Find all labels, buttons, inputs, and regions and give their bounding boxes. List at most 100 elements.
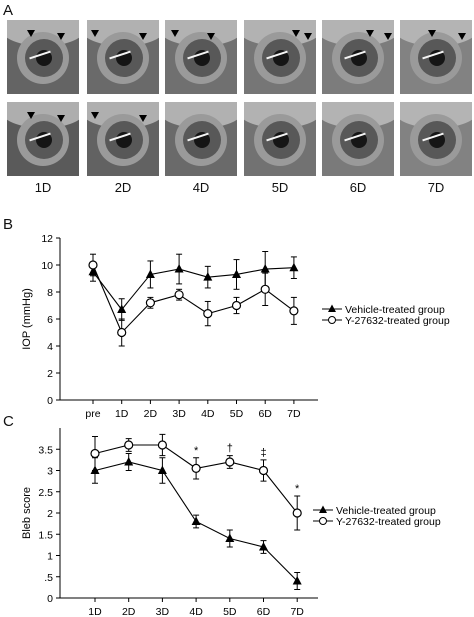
eye-photo-icon xyxy=(244,102,316,176)
arrowhead-icon xyxy=(384,33,392,40)
eye-photo-icon xyxy=(400,20,472,94)
y-tick-label: 12 xyxy=(41,233,53,245)
y-tick-label: 0 xyxy=(47,593,53,605)
legend-marker-circle xyxy=(328,316,336,324)
panel-label-b: B xyxy=(3,216,14,233)
legend-marker-triangle xyxy=(319,505,327,513)
data-point-circle xyxy=(117,327,127,338)
eye-photo-icon xyxy=(322,20,394,94)
significance-mark: ‡ xyxy=(260,447,266,459)
arrowhead-icon xyxy=(139,115,147,122)
eye-photo-icon xyxy=(87,20,159,94)
series-line-2 xyxy=(92,264,295,334)
photo-day-label: 5D xyxy=(271,180,289,195)
data-point-circle xyxy=(90,448,100,459)
y-tick-label: 1 xyxy=(47,551,53,563)
photo-day-label: 4D xyxy=(192,180,210,195)
x-tick-label: 7D xyxy=(290,606,304,617)
data-point-triangle xyxy=(289,262,299,272)
eye-photo-icon xyxy=(7,20,79,94)
x-tick-label: 5D xyxy=(223,606,237,617)
x-tick-label: 4D xyxy=(189,606,203,617)
legend-entry: Vehicle-treated group xyxy=(345,304,445,316)
x-tick-label: 3D xyxy=(156,606,170,617)
eye-photo-icon xyxy=(322,102,394,176)
x-tick-label: 3D xyxy=(172,408,186,420)
arrowhead-icon xyxy=(292,30,300,37)
panel-label-c: C xyxy=(3,413,14,430)
panel-label-a: A xyxy=(3,2,14,19)
significance-mark: † xyxy=(227,443,233,455)
x-tick-label: 7D xyxy=(287,408,301,420)
x-tick-label: 1D xyxy=(88,606,102,617)
photo-day-label: 2D xyxy=(114,180,132,195)
x-tick-label: 5D xyxy=(230,408,244,420)
data-point-circle xyxy=(191,463,201,473)
arrowhead-icon xyxy=(27,30,35,37)
y-tick-label: 2.5 xyxy=(38,487,53,499)
arrowhead-icon xyxy=(91,30,99,37)
eye-photo-icon xyxy=(165,20,237,94)
y-axis-label: Bleb score xyxy=(21,487,33,539)
iop-chart: 0 2 4 6 8 10 12 pre 1D 2D 3D 4D 5D 6D 7D IOP (mmHg) Vehi… xyxy=(21,233,450,420)
x-tick-label: pre xyxy=(85,408,100,420)
y-tick-label: 4 xyxy=(47,341,53,353)
y-tick-label: 3.5 xyxy=(38,444,53,456)
x-tick-label: 6D xyxy=(258,408,272,420)
eye-photo-icon xyxy=(244,20,316,94)
data-point-circle xyxy=(292,508,302,518)
arrowhead-icon xyxy=(171,30,179,37)
data-point-triangle xyxy=(203,272,213,281)
photo-day-label: 7D xyxy=(427,180,445,195)
data-point-circle xyxy=(88,260,98,270)
arrowhead-icon xyxy=(366,30,374,37)
significance-mark: * xyxy=(194,445,199,457)
data-point-triangle xyxy=(292,576,302,585)
series-line-1 xyxy=(92,267,294,311)
y-tick-label: 10 xyxy=(41,260,53,272)
data-point-circle xyxy=(157,440,167,450)
x-tick-label: 6D xyxy=(257,606,271,617)
y-tick-label: 1.5 xyxy=(38,529,53,541)
legend-marker-circle xyxy=(319,517,327,525)
eye-photo-icon xyxy=(400,102,472,176)
data-point-triangle xyxy=(225,533,235,542)
data-point-circle xyxy=(203,308,213,319)
eye-photo-icon xyxy=(87,102,159,176)
y-tick-label: 3 xyxy=(47,466,53,478)
legend-entry: Y-27632-treated group xyxy=(336,516,441,528)
arrowhead-icon xyxy=(139,33,147,40)
arrowhead-icon xyxy=(57,33,65,40)
x-tick-label: 2D xyxy=(144,408,158,420)
x-tick-label: 4D xyxy=(201,408,215,420)
data-point-circle xyxy=(231,300,242,311)
data-point-triangle xyxy=(260,264,270,273)
data-point-triangle xyxy=(191,516,201,525)
data-point-triangle xyxy=(259,542,268,551)
eye-photo-icon xyxy=(165,102,237,176)
data-point-triangle xyxy=(145,269,155,278)
data-point-circle xyxy=(124,440,134,450)
data-point-circle xyxy=(225,457,235,467)
data-point-triangle xyxy=(124,457,134,466)
y-tick-label: 2 xyxy=(47,508,53,520)
data-point-triangle xyxy=(174,264,184,273)
arrowhead-icon xyxy=(304,33,312,40)
arrowhead-icon xyxy=(91,112,99,119)
data-point-circle xyxy=(289,306,299,316)
legend-entry: Y-27632-treated group xyxy=(345,315,450,327)
data-point-circle xyxy=(260,284,270,294)
arrowhead-icon xyxy=(458,33,466,40)
y-tick-label: 0 xyxy=(47,395,53,407)
legend-marker-triangle xyxy=(328,304,336,312)
photo-day-label: 6D xyxy=(349,180,367,195)
eye-photo-icon xyxy=(7,102,79,176)
eye-photo-grid xyxy=(7,20,472,176)
y-tick-label: 2 xyxy=(47,368,53,380)
legend-entry: Vehicle-treated group xyxy=(336,505,436,517)
y-tick-label: .5 xyxy=(44,572,53,584)
photo-day-label: 1D xyxy=(34,180,52,195)
significance-mark: * xyxy=(295,483,300,495)
arrowhead-icon xyxy=(207,33,215,40)
arrowhead-icon xyxy=(428,30,436,37)
